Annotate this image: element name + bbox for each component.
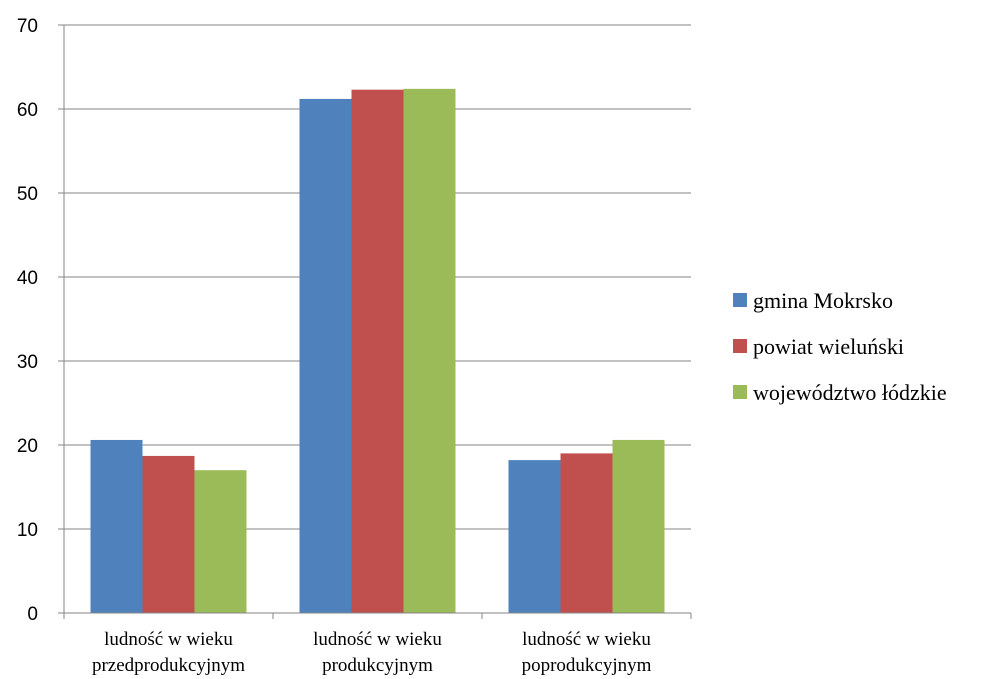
bars (90, 88, 665, 614)
x-category-label: przedprodukcyjnym (92, 655, 245, 676)
legend-swatch (733, 339, 747, 353)
bar (142, 455, 195, 613)
y-tick-label: 20 (17, 436, 38, 457)
y-tick-label: 10 (17, 520, 38, 541)
x-category-label: produkcyjnym (322, 655, 433, 676)
bar (90, 439, 143, 613)
legend-swatch (733, 385, 747, 399)
bar (560, 453, 613, 613)
axes (58, 24, 692, 619)
bar (508, 460, 561, 613)
y-tick-label: 0 (27, 604, 38, 625)
bar (612, 439, 665, 613)
bar (194, 470, 247, 613)
bar (351, 89, 404, 614)
bar (299, 98, 352, 614)
y-tick-label: 60 (17, 100, 38, 121)
legend-label: gmina Mokrsko (753, 288, 893, 313)
legend: gmina Mokrsko powiat wieluński województwo… (733, 288, 947, 405)
y-tick-label: 30 (17, 352, 38, 373)
x-category-label: ludność w wieku (522, 629, 651, 650)
y-tick-label: 50 (17, 184, 38, 205)
y-tick-label: 70 (17, 16, 38, 37)
x-category-labels: ludność w wieku przedprodukcyjnym ludność … (92, 629, 652, 676)
bar (403, 88, 456, 614)
x-category-label: poprodukcyjnym (522, 655, 652, 676)
legend-swatch (733, 293, 747, 307)
y-tick-label: 40 (17, 268, 38, 289)
x-category-label: ludność w wieku (104, 629, 233, 650)
legend-label: powiat wieluński (753, 334, 904, 359)
x-category-label: ludność w wieku (313, 629, 442, 650)
y-tick-labels: 0 10 20 30 40 50 60 70 (17, 16, 38, 625)
legend-label: województwo łódzkie (753, 380, 947, 405)
